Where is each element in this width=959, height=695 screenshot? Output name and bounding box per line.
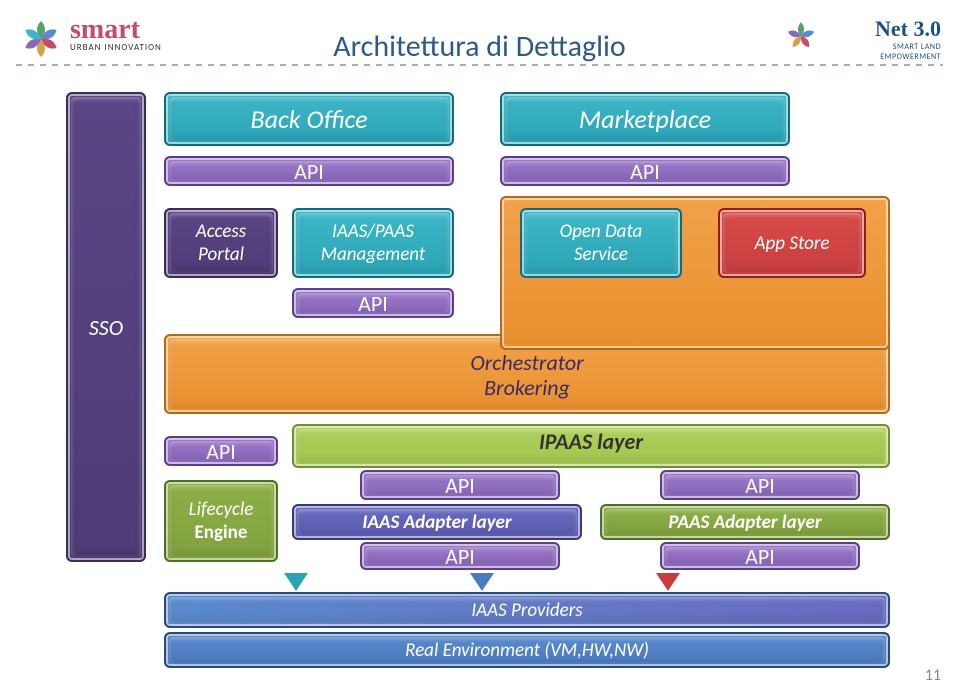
box-label: AccessPortal: [196, 220, 246, 266]
box-api-right-top: API: [500, 156, 790, 186]
arrow-down-icon: [470, 573, 494, 591]
box-label: Real Environment (VM,HW,NW): [405, 639, 649, 662]
box-app-store: App Store: [718, 208, 866, 278]
box-label: API: [206, 438, 236, 465]
box-iaas-prov: IAAS Providers: [164, 592, 890, 628]
logo-right-sub1: SMART LAND: [875, 42, 941, 52]
box-label: API: [630, 158, 660, 185]
box-label: IPAAS layer: [539, 426, 643, 455]
box-open-data: Open DataService: [520, 208, 682, 278]
logo-right-brand: Net 3.0: [875, 16, 941, 42]
box-marketplace: Marketplace: [500, 92, 790, 146]
page-number: 11: [925, 666, 941, 685]
box-iaas-paas: IAAS/PAASManagement: [292, 208, 454, 278]
box-label: SSO: [89, 314, 123, 341]
box-access-portal: AccessPortal: [164, 208, 278, 278]
box-api-paas-ad: API: [660, 542, 860, 570]
box-api-iaas-ad: API: [360, 542, 560, 570]
box-label: Marketplace: [579, 103, 711, 135]
box-real-env: Real Environment (VM,HW,NW): [164, 632, 890, 668]
box-api-mid: API: [360, 470, 560, 500]
logo-net30: Net 3.0 SMART LAND EMPOWERMENT: [781, 12, 941, 62]
header-divider: [16, 64, 943, 66]
arrow-down-icon: [284, 573, 308, 591]
box-back-office: Back Office: [164, 92, 454, 146]
box-label: API: [445, 472, 475, 499]
box-label: IAAS Adapter layer: [362, 511, 511, 534]
box-label: API: [445, 543, 475, 570]
box-label: Back Office: [250, 103, 367, 135]
header: smart URBAN INNOVATION Architettura di D…: [0, 10, 959, 66]
box-iaas-adapter: IAAS Adapter layer: [292, 504, 582, 540]
logo-right-sub2: EMPOWERMENT: [875, 52, 941, 62]
box-label: PAAS Adapter layer: [668, 511, 821, 534]
box-label: App Store: [755, 232, 830, 255]
box-ipaas: IPAAS layer: [292, 424, 890, 468]
box-paas-adapter: PAAS Adapter layer: [600, 504, 890, 540]
box-sso: SSO: [66, 92, 146, 562]
box-api-lc: API: [164, 436, 278, 466]
box-label: API: [358, 290, 388, 317]
box-label: IAAS Providers: [471, 599, 582, 622]
box-label: IAAS/PAASManagement: [321, 220, 425, 266]
architecture-diagram: OrchestratorBrokeringSSOBack OfficeMarke…: [56, 80, 906, 670]
box-api-right: API: [660, 470, 860, 500]
box-api-left-top: API: [164, 156, 454, 186]
box-label: API: [745, 472, 775, 499]
box-label: API: [745, 543, 775, 570]
leaf-icon: [781, 16, 821, 56]
box-label: API: [294, 158, 324, 185]
box-lifecycle: LifecycleEngine: [164, 480, 278, 562]
box-label: Open DataService: [560, 220, 643, 266]
arrow-down-icon: [656, 573, 680, 591]
box-api-mgmt: API: [292, 288, 454, 318]
box-label: LifecycleEngine: [189, 498, 254, 544]
